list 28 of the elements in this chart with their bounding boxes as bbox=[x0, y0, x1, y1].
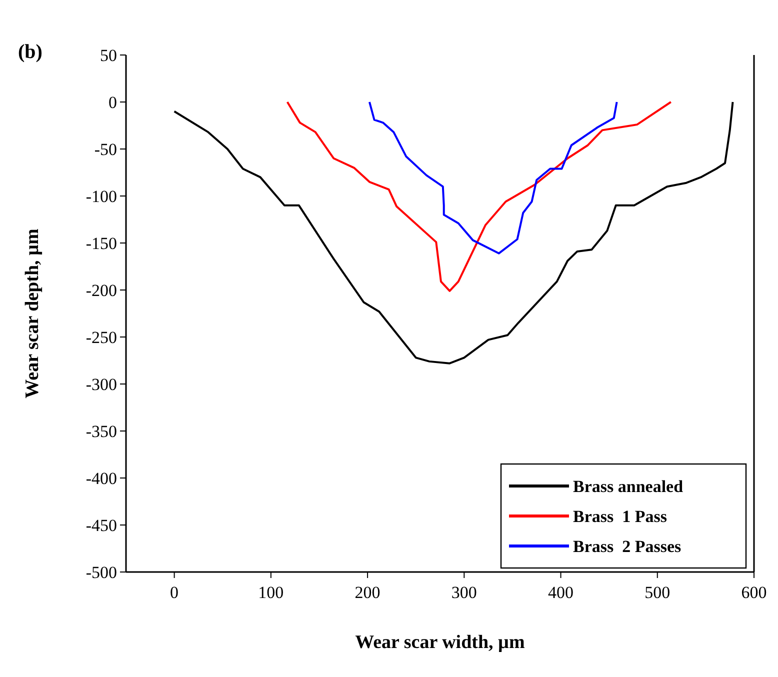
y-tick-label: -150 bbox=[86, 234, 117, 253]
y-tick-label: -100 bbox=[86, 186, 117, 206]
y-tick-label: -500 bbox=[86, 562, 117, 582]
y-tick-label: -250 bbox=[86, 328, 117, 347]
x-tick-label: 400 bbox=[548, 583, 574, 602]
y-tick-label: 0 bbox=[108, 92, 117, 112]
legend-label: Brass 1 Pass bbox=[573, 506, 668, 526]
legend-label: Brass annealed bbox=[573, 476, 684, 496]
y-tick-label: -50 bbox=[94, 140, 117, 159]
y-tick-label: -400 bbox=[86, 468, 117, 488]
line-series bbox=[368, 101, 618, 254]
chart-title: (b) bbox=[18, 41, 42, 63]
x-tick-label: 600 bbox=[741, 583, 767, 602]
x-tick-label: 0 bbox=[170, 583, 179, 602]
y-tick-label: -300 bbox=[86, 374, 117, 394]
y-axis-title: Wear scar depth, µm bbox=[22, 228, 43, 398]
line-series bbox=[286, 101, 672, 292]
x-tick-label: 100 bbox=[258, 583, 284, 602]
x-tick-label: 200 bbox=[354, 583, 380, 602]
line-series bbox=[173, 101, 734, 364]
y-tick-label: -350 bbox=[86, 422, 117, 441]
y-tick-label: -450 bbox=[86, 516, 117, 535]
x-axis-title: Wear scar width, µm bbox=[355, 632, 525, 653]
x-tick-label: 300 bbox=[451, 583, 477, 602]
legend-label: Brass 2 Passes bbox=[573, 536, 682, 556]
y-tick-label: -200 bbox=[86, 280, 117, 300]
x-tick-label: 500 bbox=[644, 583, 670, 602]
y-tick-label: 50 bbox=[100, 46, 117, 65]
